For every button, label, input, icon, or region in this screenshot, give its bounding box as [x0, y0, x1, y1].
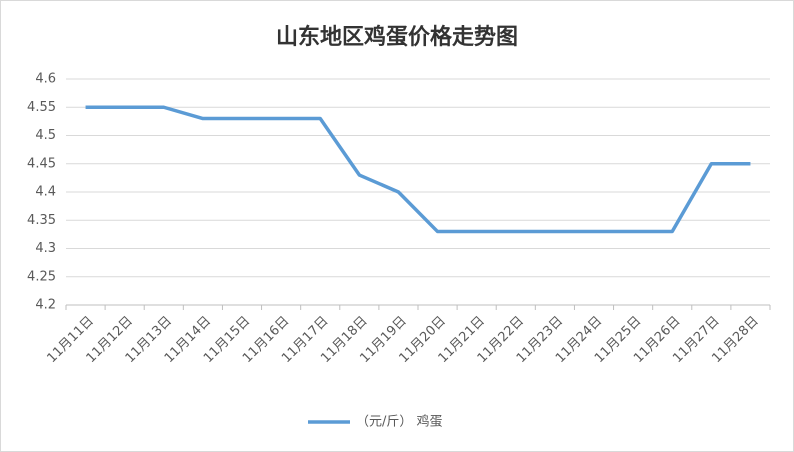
y-tick-label: 4.5: [35, 128, 56, 143]
y-tick-label: 4.55: [27, 100, 56, 115]
y-tick-label: 4.35: [27, 213, 56, 228]
y-tick-label: 4.4: [35, 185, 56, 200]
y-tick-label: 4.6: [35, 72, 56, 87]
y-tick-label: 4.25: [27, 269, 56, 284]
line-series: [85, 105, 751, 234]
chart-title: 山东地区鸡蛋价格走势图: [276, 24, 518, 50]
legend-label: （元/斤） 鸡蛋: [356, 414, 443, 430]
y-tick-label: 4.3: [35, 241, 56, 256]
y-tick-label: 4.45: [27, 156, 56, 171]
y-tick-label: 4.2: [35, 298, 56, 313]
